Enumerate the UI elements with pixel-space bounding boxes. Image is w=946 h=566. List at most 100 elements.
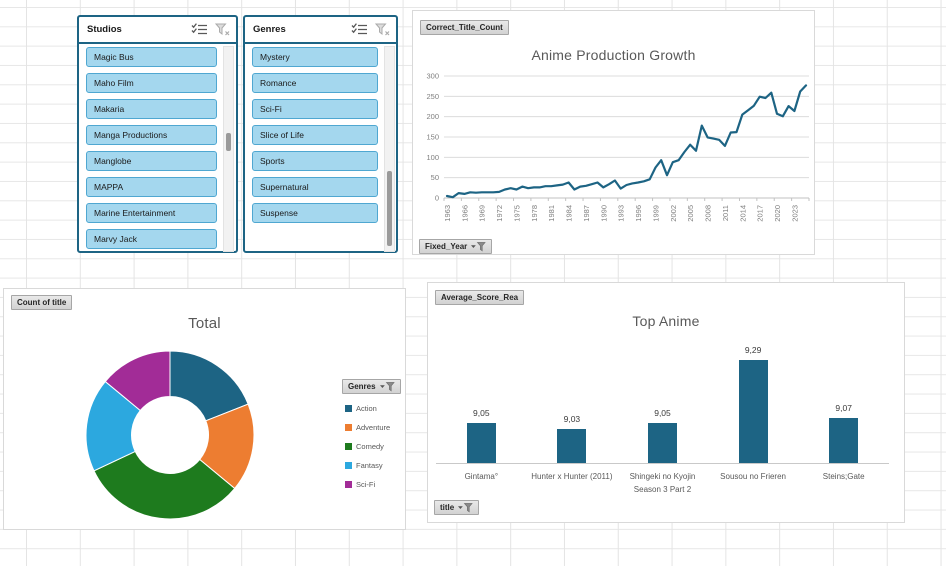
slicer-item-manglobe[interactable]: Manglobe bbox=[86, 151, 217, 171]
bar-plot: 9,05 Gintama° 9,03 Hunter x Hunter (2011) 9,… bbox=[428, 283, 904, 522]
x-axis-tick-label: 2011 bbox=[721, 205, 730, 221]
legend-item-adventure[interactable]: Adventure bbox=[345, 418, 390, 437]
slicer-item-suspense[interactable]: Suspense bbox=[252, 203, 378, 223]
x-axis-tick-label: 2017 bbox=[756, 205, 765, 222]
field-button-value[interactable]: Count of title bbox=[11, 295, 73, 310]
bar-sousou-no-frieren[interactable] bbox=[738, 360, 768, 463]
legend-swatch bbox=[345, 405, 352, 412]
bar-data-label: 9,05 bbox=[654, 408, 671, 419]
slicer-item-manga-productions[interactable]: Manga Productions bbox=[86, 125, 217, 145]
legend-swatch bbox=[345, 481, 352, 488]
scrollbar-thumb[interactable] bbox=[226, 133, 231, 151]
bar-hunter-x-hunter-2011[interactable] bbox=[557, 428, 587, 463]
donut-slice-comedy[interactable] bbox=[93, 450, 236, 520]
chart-legend: Action Adventure Comedy Fantasy Sci-Fi bbox=[345, 399, 390, 494]
slicer-item-marine-entertainment[interactable]: Marine Entertainment bbox=[86, 203, 217, 223]
bar-steins-gate[interactable] bbox=[829, 418, 859, 463]
slicer-item-marvy-jack[interactable]: Marvy Jack bbox=[86, 229, 217, 249]
slicer-title: Studios bbox=[87, 24, 122, 35]
x-axis-tick-label: 1996 bbox=[634, 205, 643, 222]
x-axis-tick-label: 1966 bbox=[460, 205, 469, 222]
field-button-axis[interactable]: Fixed_Year bbox=[419, 239, 493, 254]
slicer-item-mappa[interactable]: MAPPA bbox=[86, 177, 217, 197]
x-axis-tick-label: 1978 bbox=[530, 205, 539, 222]
donut-slice-action[interactable] bbox=[169, 350, 249, 422]
y-axis-tick-label: 300 bbox=[426, 72, 439, 81]
x-axis-category-label: Gintama° bbox=[464, 472, 499, 481]
field-button-value[interactable]: Correct_Title_Count bbox=[420, 20, 509, 35]
field-button-legend[interactable]: Genres bbox=[342, 379, 401, 394]
x-axis-category-label: Shingeki no Kyojin Season 3 Part 2 bbox=[629, 472, 696, 494]
donut-chart-total: Count of title Total Genres Action Advent… bbox=[3, 288, 406, 530]
x-axis-tick-label: 1963 bbox=[443, 205, 452, 222]
x-axis-category-label: Sousou no Frieren bbox=[720, 472, 786, 481]
legend-label: Action bbox=[356, 404, 377, 413]
slicer-item-magic-bus[interactable]: Magic Bus bbox=[86, 47, 217, 67]
bar-gintama[interactable] bbox=[466, 423, 496, 463]
scrollbar-thumb[interactable] bbox=[387, 171, 392, 246]
bar-chart-top-anime: Average_Score_Rea Top Anime 9,05 Gintama°… bbox=[427, 282, 905, 523]
donut-plot bbox=[85, 350, 255, 520]
legend-label: Fantasy bbox=[356, 461, 383, 470]
slicer-item-supernatural[interactable]: Supernatural bbox=[252, 177, 378, 197]
legend-item-sci-fi[interactable]: Sci-Fi bbox=[345, 475, 390, 494]
multi-select-icon[interactable] bbox=[191, 23, 208, 36]
field-button-value[interactable]: Average_Score_Rea bbox=[435, 290, 525, 305]
slicer-genres-header: Genres bbox=[245, 17, 396, 44]
clear-filter-icon[interactable] bbox=[375, 23, 390, 36]
legend-item-comedy[interactable]: Comedy bbox=[345, 437, 390, 456]
bar-data-label: 9,07 bbox=[835, 403, 852, 414]
x-axis-tick-label: 2005 bbox=[686, 205, 695, 222]
slicer-studios-header: Studios bbox=[79, 17, 236, 44]
x-axis-tick-label: 1987 bbox=[582, 205, 591, 222]
slicer-studios: Studios Magic Bus Maho Film Makaria Manga P… bbox=[77, 15, 238, 253]
bar-data-label: 9,05 bbox=[473, 408, 490, 419]
chart-title: Total bbox=[188, 315, 221, 332]
y-axis-tick-label: 150 bbox=[426, 133, 439, 142]
x-axis-tick-label: 2023 bbox=[790, 205, 799, 222]
slicer-item-romance[interactable]: Romance bbox=[252, 73, 378, 93]
legend-label: Comedy bbox=[356, 442, 384, 451]
legend-item-fantasy[interactable]: Fantasy bbox=[345, 456, 390, 475]
slicer-genres: Genres Mystery Romance Sci-Fi Slice of Life… bbox=[243, 15, 398, 253]
x-axis-tick-label: 1993 bbox=[617, 205, 626, 222]
multi-select-icon[interactable] bbox=[351, 23, 368, 36]
legend-swatch bbox=[345, 424, 352, 431]
slicer-item-makaria[interactable]: Makaria bbox=[86, 99, 217, 119]
slicer-genres-list: Mystery Romance Sci-Fi Slice of Life Sports S… bbox=[252, 45, 378, 229]
category-axis-line bbox=[436, 463, 889, 464]
legend-label: Sci-Fi bbox=[356, 480, 376, 489]
slicer-scrollbar[interactable] bbox=[223, 46, 234, 252]
clear-filter-icon[interactable] bbox=[215, 23, 230, 36]
field-button-axis[interactable]: title bbox=[434, 500, 480, 515]
x-axis-tick-label: 1969 bbox=[478, 205, 487, 222]
chart-title: Top Anime bbox=[632, 313, 700, 329]
bar-data-label: 9,29 bbox=[744, 345, 762, 355]
y-axis-tick-label: 50 bbox=[431, 173, 439, 182]
donut-slice-sci-fi[interactable] bbox=[104, 350, 171, 412]
slicer-title: Genres bbox=[253, 24, 286, 35]
bar-shingeki-no-kyojin-season-3-part-2[interactable] bbox=[648, 423, 677, 463]
line-chart-anime-production-growth: Correct_Title_Count Anime Production Gro… bbox=[412, 10, 815, 255]
slicer-studios-list: Magic Bus Maho Film Makaria Manga Productio… bbox=[86, 45, 217, 255]
field-button-label: Fixed_Year bbox=[425, 242, 468, 251]
slicer-item-mystery[interactable]: Mystery bbox=[252, 47, 378, 67]
y-axis-tick-label: 250 bbox=[426, 92, 439, 101]
x-axis-tick-label: 2020 bbox=[773, 205, 782, 222]
field-button-label: Genres bbox=[348, 382, 376, 391]
y-axis-tick-label: 100 bbox=[426, 153, 439, 162]
y-axis-tick-label: 0 bbox=[435, 194, 439, 203]
slicer-item-maho-film[interactable]: Maho Film bbox=[86, 73, 217, 93]
legend-item-action[interactable]: Action bbox=[345, 399, 390, 418]
x-axis-tick-label: 1999 bbox=[651, 205, 660, 222]
line-series-correct-title-count[interactable] bbox=[445, 84, 808, 199]
bar-data-label: 9,03 bbox=[563, 413, 581, 424]
x-axis-tick-label: 1990 bbox=[599, 205, 608, 222]
slicer-scrollbar[interactable] bbox=[384, 46, 395, 252]
slicer-item-slice-of-life[interactable]: Slice of Life bbox=[252, 125, 378, 145]
slicer-item-sports[interactable]: Sports bbox=[252, 151, 378, 171]
slicer-item-sci-fi[interactable]: Sci-Fi bbox=[252, 99, 378, 119]
x-axis-tick-label: 2014 bbox=[738, 205, 747, 222]
y-axis-tick-label: 200 bbox=[426, 112, 439, 121]
